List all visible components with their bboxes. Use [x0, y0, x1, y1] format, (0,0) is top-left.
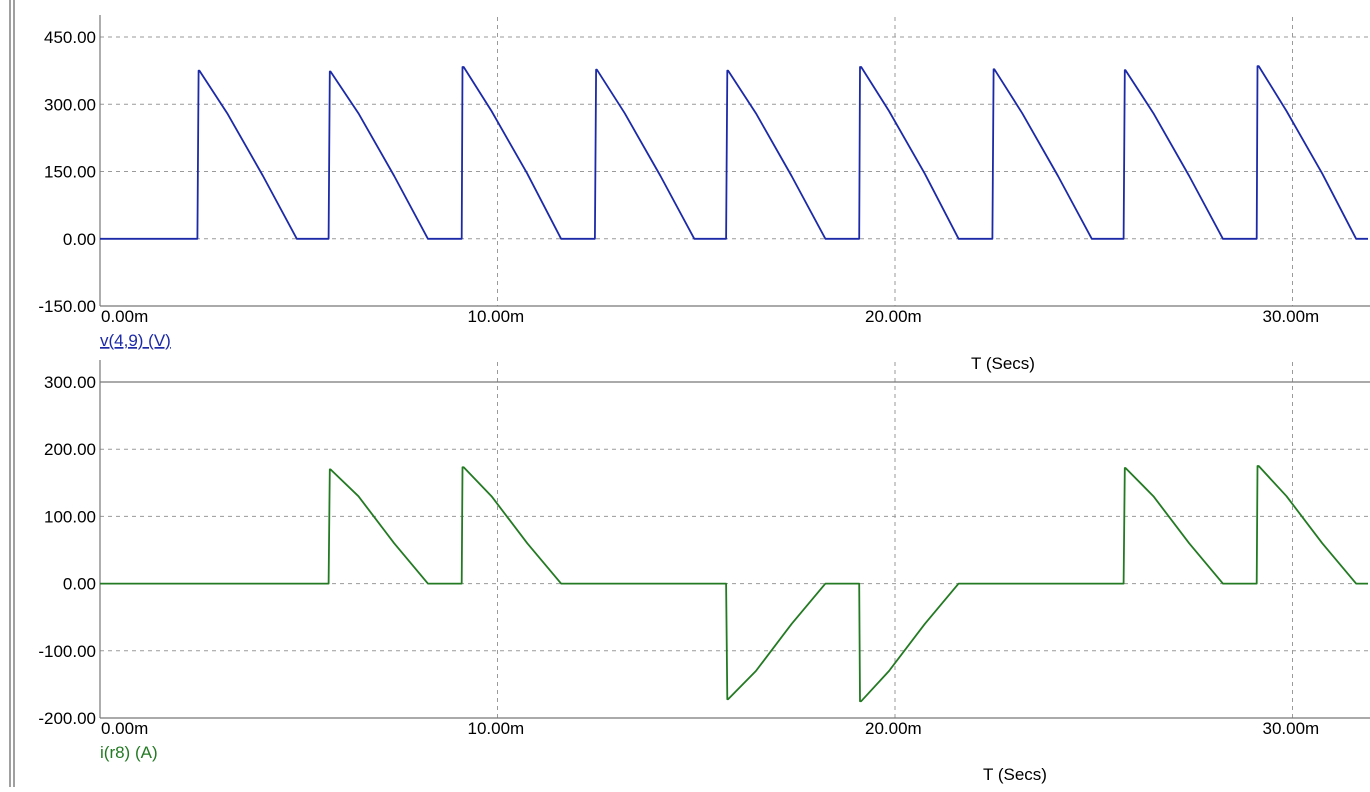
voltage-y-tick-label: 0.00: [63, 230, 96, 249]
current-x-tick-label: 10.00m: [468, 719, 525, 738]
voltage-plot-y-tick-labels: -150.00 0.00 150.00 300.00 450.00: [38, 28, 96, 316]
current-y-tick-label: -200.00: [38, 709, 96, 728]
current-y-tick-label: 200.00: [44, 440, 96, 459]
current-x-tick-label: 20.00m: [865, 719, 922, 738]
current-y-tick-label: -100.00: [38, 642, 96, 661]
voltage-plot-axes: [99, 15, 1370, 307]
voltage-x-tick-label: 30.00m: [1263, 307, 1320, 326]
current-series-line-0: [100, 465, 1368, 703]
voltage-plot: -150.00 0.00 150.00 300.00 450.00 0.00m 10.00…: [38, 15, 1370, 373]
current-x-tick-label: 30.00m: [1263, 719, 1320, 738]
current-y-tick-label: 300.00: [44, 373, 96, 392]
voltage-x-tick-label: 0.00m: [101, 307, 148, 326]
current-x-tick-label: 0.00m: [101, 719, 148, 738]
current-plot: -200.00 -100.00 0.00 100.00 200.00 300.00 0.0…: [38, 360, 1370, 784]
voltage-y-tick-label: -150.00: [38, 297, 96, 316]
x-axis-label-current: T (Secs): [983, 765, 1047, 784]
voltage-series-line-0: [100, 65, 1368, 240]
x-axis-label-voltage: T (Secs): [971, 354, 1035, 373]
voltage-x-tick-label: 10.00m: [468, 307, 525, 326]
current-y-tick-label: 100.00: [44, 507, 96, 526]
voltage-y-tick-label: 300.00: [44, 95, 96, 114]
voltage-plot-series: [100, 65, 1368, 240]
series-legend-voltage[interactable]: v(4,9) (V): [100, 331, 171, 350]
voltage-y-tick-label: 150.00: [44, 163, 96, 182]
current-plot-axes: [99, 360, 1370, 719]
current-plot-series: [100, 465, 1368, 703]
voltage-plot-grid: [100, 17, 1370, 306]
voltage-plot-x-tick-labels: 0.00m 10.00m 20.00m 30.00m: [101, 307, 1319, 326]
current-plot-y-tick-labels: -200.00 -100.00 0.00 100.00 200.00 300.00: [38, 373, 96, 728]
voltage-x-tick-label: 20.00m: [865, 307, 922, 326]
current-plot-grid: [100, 362, 1370, 718]
voltage-y-tick-label: 450.00: [44, 28, 96, 47]
series-legend-current[interactable]: i(r8) (A): [100, 743, 158, 762]
current-y-tick-label: 0.00: [63, 575, 96, 594]
current-plot-x-tick-labels: 0.00m 10.00m 20.00m 30.00m: [101, 719, 1319, 738]
